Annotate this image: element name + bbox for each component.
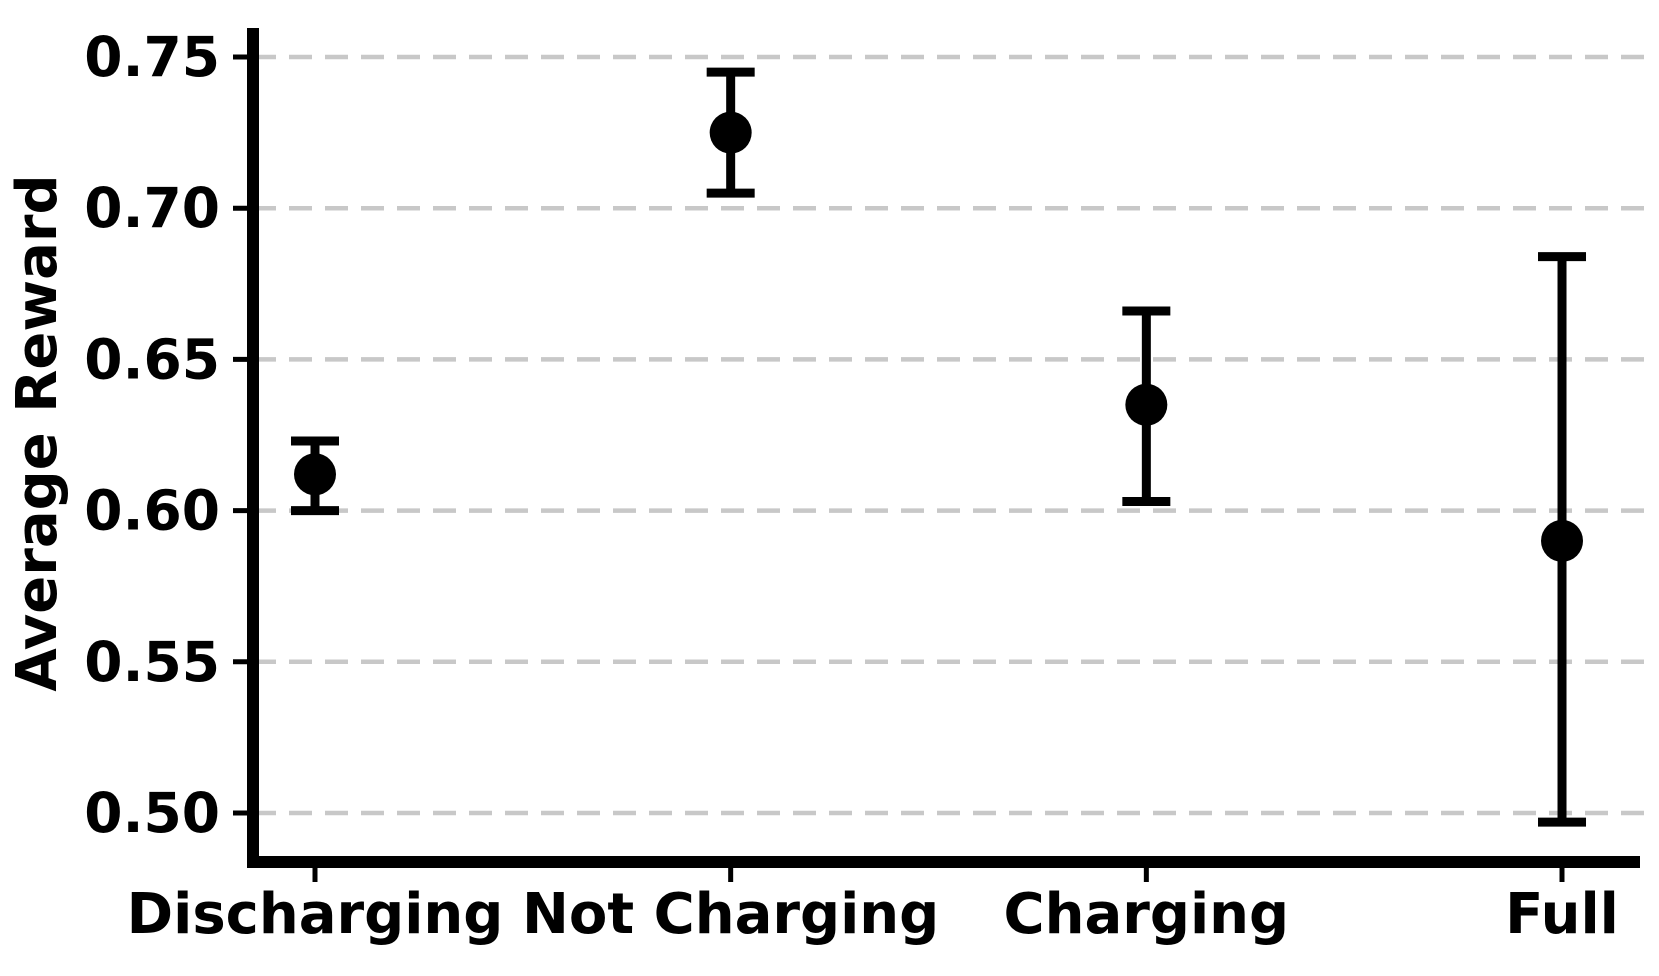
data-point-marker xyxy=(294,453,336,496)
axis-ticks xyxy=(233,54,1565,882)
y-tick-label: 0.70 xyxy=(84,176,220,240)
y-tick-label: 0.60 xyxy=(84,479,220,543)
data-point-marker xyxy=(1125,383,1168,426)
error-bar-point xyxy=(1538,252,1587,827)
y-tick-label: 0.50 xyxy=(84,781,220,845)
y-tick-label: 0.55 xyxy=(84,630,220,694)
y-axis-label: Average Reward xyxy=(5,174,70,691)
x-category-label: Not Charging xyxy=(522,882,939,947)
y-tick-label: 0.75 xyxy=(84,25,220,89)
data-point-marker xyxy=(709,111,752,154)
error-bar-point xyxy=(1122,306,1171,507)
data-series xyxy=(291,67,1587,827)
error-bar-point xyxy=(291,436,339,516)
grid-layer xyxy=(253,54,1655,816)
x-category-label: Full xyxy=(1505,882,1619,947)
x-category-label: Discharging xyxy=(127,882,504,947)
x-category-label: Charging xyxy=(1004,882,1290,947)
y-tick-label: 0.65 xyxy=(84,327,220,391)
axis-tick-labels: 0.50 0.55 0.60 0.65 0.70 0.75 Discharging Not C… xyxy=(84,25,1619,947)
data-point-marker xyxy=(1541,519,1584,562)
axis-spines xyxy=(247,28,1640,868)
error-bar-point xyxy=(706,67,755,198)
